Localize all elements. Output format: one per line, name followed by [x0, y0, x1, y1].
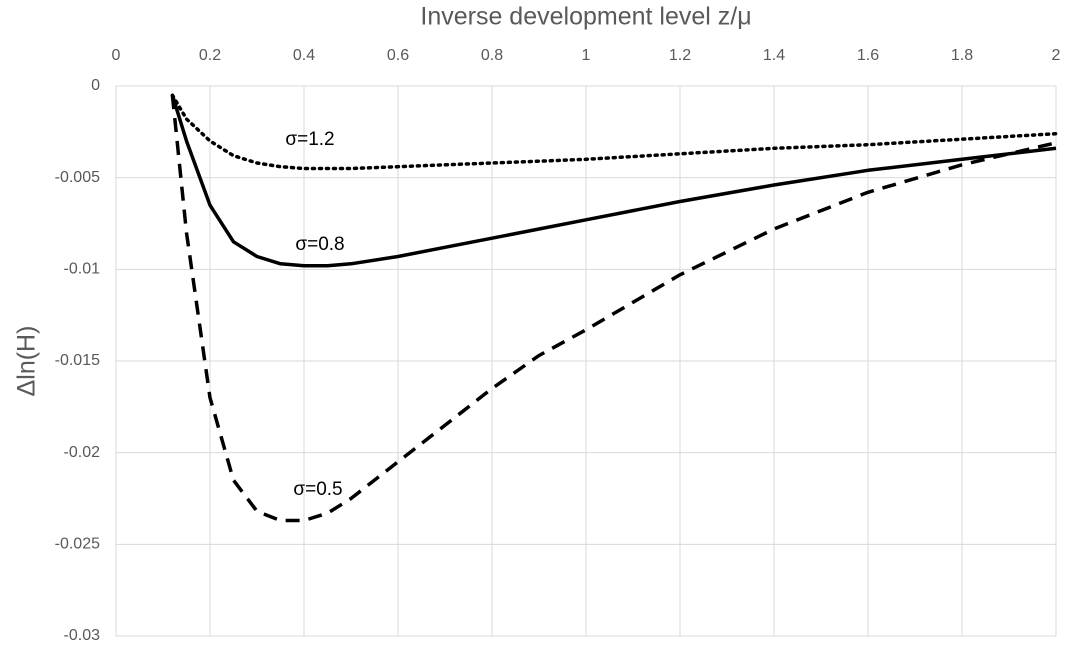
- x-tick-label: 0: [112, 47, 121, 64]
- y-tick-label: -0.025: [55, 536, 100, 553]
- series-label: σ=1.2: [285, 129, 334, 150]
- x-tick-label: 1.6: [857, 47, 879, 64]
- series-line: [170, 94, 1057, 268]
- x-tick-label: 1.8: [951, 47, 973, 64]
- y-tick-label: -0.01: [64, 261, 101, 278]
- y-axis-title: Δln(H): [13, 326, 41, 397]
- y-tick-label: -0.005: [55, 169, 100, 186]
- series-line: [170, 93, 1058, 171]
- x-tick-label: 0.6: [387, 47, 409, 64]
- x-tick-label: 0.4: [293, 47, 315, 64]
- x-tick-label: 2: [1052, 47, 1061, 64]
- y-tick-label: -0.02: [64, 444, 101, 461]
- y-tick-label: -0.015: [55, 352, 100, 369]
- y-tick-label: 0: [91, 77, 100, 94]
- x-tick-label: 0.8: [481, 47, 503, 64]
- x-tick-label: 1: [582, 47, 591, 64]
- x-tick-label: 0.2: [199, 47, 221, 64]
- x-tick-label: 1.4: [763, 47, 785, 64]
- x-tick-label: 1.2: [669, 47, 691, 64]
- series-label: σ=0.8: [295, 234, 344, 255]
- series-label: σ=0.5: [293, 479, 342, 500]
- y-tick-label: -0.03: [64, 627, 101, 644]
- x-axis-title: Inverse development level z/μ: [420, 3, 751, 31]
